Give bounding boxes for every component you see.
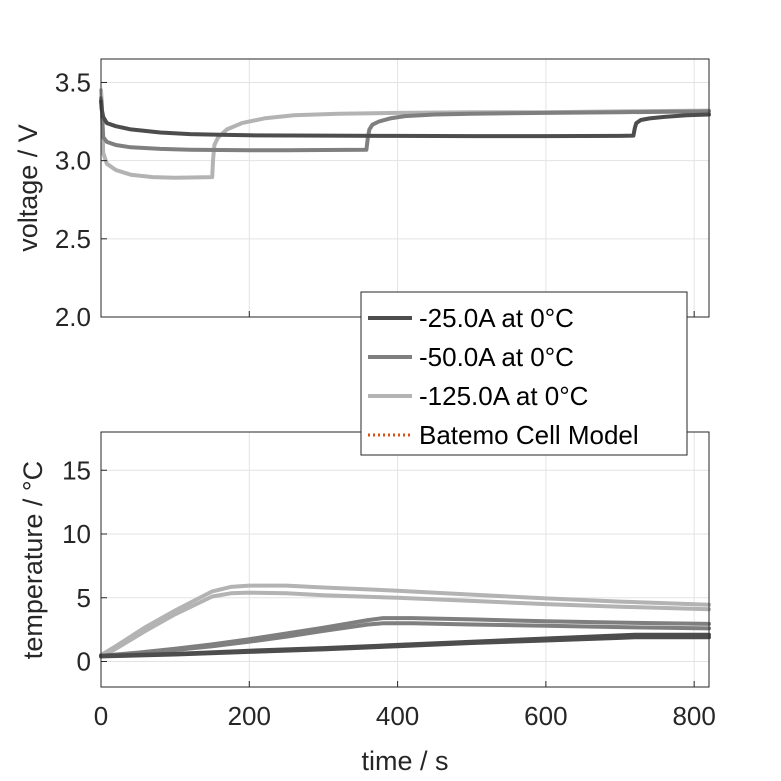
voltage-ytick-label-2: 3.0: [55, 146, 91, 176]
temperature-series-line-3: [99, 621, 711, 659]
legend-label-3: Batemo Cell Model: [419, 420, 639, 450]
voltage-axes: 2.0 2.5 3.0 3.5 voltage / V: [13, 58, 711, 332]
voltage-series-line-1: [99, 96, 711, 153]
temperature-ytick-label-1: 5: [77, 583, 91, 613]
voltage-ytick-label-3: 3.5: [55, 67, 91, 97]
temperature-xtick-label-1: 200: [228, 701, 271, 731]
temperature-series-line-1: [99, 590, 711, 659]
temperature-ytick-label-3: 15: [62, 455, 91, 485]
temperature-axes: 0 5 10 15 0 200 400 600 800 temperature / °C ti…: [18, 431, 716, 776]
temperature-y-axis-label: temperature / °C: [18, 461, 48, 659]
voltage-series-line-0: [99, 88, 711, 180]
voltage-ytick-label-0: 2.0: [55, 302, 91, 332]
temperature-xtick-label-3: 600: [524, 701, 567, 731]
temperature-series-line-5: [99, 635, 711, 659]
temperature-ytick-label-0: 0: [77, 647, 91, 677]
temperature-xticks: 0 200 400 600 800: [94, 681, 716, 731]
legend: -25.0A at 0°C -50.0A at 0°C -125.0A at 0°C…: [360, 291, 688, 456]
temperature-yticks: 0 5 10 15: [62, 455, 107, 677]
temperature-xtick-label-4: 800: [672, 701, 715, 731]
legend-entries: -25.0A at 0°C -50.0A at 0°C -125.0A at 0°C…: [368, 303, 639, 450]
temperature-xtick-label-0: 0: [94, 701, 108, 731]
legend-label-2: -125.0A at 0°C: [419, 381, 588, 411]
voltage-series-line-2: [99, 99, 711, 139]
temperature-series-line-0: [99, 583, 711, 658]
legend-label-1: -50.0A at 0°C: [419, 342, 574, 372]
voltage-plot-area: [101, 59, 709, 317]
temperature-ytick-label-2: 10: [62, 519, 91, 549]
x-axis-label: time / s: [361, 746, 448, 776]
voltage-yticks: 2.0 2.5 3.0 3.5: [55, 67, 107, 332]
legend-label-0: -25.0A at 0°C: [419, 303, 574, 333]
temperature-xtick-label-2: 400: [376, 701, 419, 731]
voltage-ytick-label-1: 2.5: [55, 224, 91, 254]
temperature-lines: [99, 583, 711, 659]
voltage-y-axis-label: voltage / V: [13, 124, 43, 252]
voltage-lines: [99, 88, 711, 180]
legend-box: [360, 291, 688, 456]
